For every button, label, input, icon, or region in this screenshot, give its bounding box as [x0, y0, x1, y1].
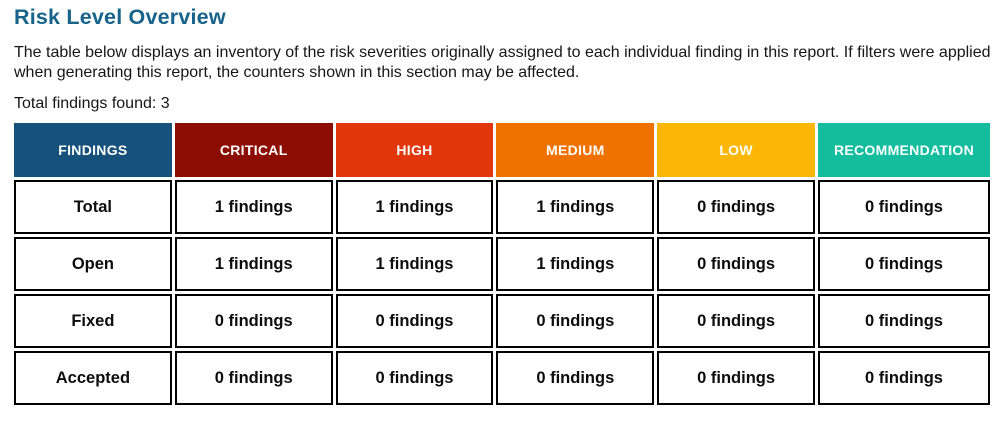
cell-total-recommendation: 0 findings	[818, 180, 990, 234]
cell-open-medium: 1 findings	[496, 237, 655, 291]
table-row-accepted: Accepted 0 findings 0 findings 0 finding…	[14, 351, 990, 405]
cell-fixed-low: 0 findings	[657, 294, 815, 348]
cell-fixed-medium: 0 findings	[496, 294, 655, 348]
row-label-total: Total	[14, 180, 172, 234]
cell-open-recommendation: 0 findings	[818, 237, 990, 291]
cell-total-medium: 1 findings	[496, 180, 655, 234]
cell-accepted-critical: 0 findings	[174, 351, 333, 405]
risk-level-overview-section: Risk Level Overview The table below disp…	[11, 5, 993, 408]
table-row-fixed: Fixed 0 findings 0 findings 0 findings 0…	[14, 294, 990, 348]
column-header-recommendation: RECOMMENDATION	[818, 123, 990, 177]
column-header-findings: FINDINGS	[14, 123, 172, 177]
cell-fixed-critical: 0 findings	[174, 294, 333, 348]
column-header-low: LOW	[657, 123, 815, 177]
total-findings-count: Total findings found: 3	[14, 95, 170, 112]
column-header-medium: MEDIUM	[496, 123, 655, 177]
cell-open-low: 0 findings	[657, 237, 815, 291]
cell-total-high: 1 findings	[335, 180, 494, 234]
row-label-accepted: Accepted	[14, 351, 172, 405]
page-title: Risk Level Overview	[14, 5, 226, 29]
column-header-high: HIGH	[335, 123, 494, 177]
table-row-total: Total 1 findings 1 findings 1 findings 0…	[14, 180, 990, 234]
risk-level-table: FINDINGS CRITICAL HIGH MEDIUM LOW RECOMM…	[11, 120, 993, 408]
cell-accepted-medium: 0 findings	[496, 351, 655, 405]
cell-accepted-low: 0 findings	[657, 351, 815, 405]
risk-table-body: Total 1 findings 1 findings 1 findings 0…	[14, 180, 990, 405]
cell-accepted-high: 0 findings	[335, 351, 494, 405]
cell-total-critical: 1 findings	[174, 180, 333, 234]
cell-open-high: 1 findings	[335, 237, 494, 291]
cell-accepted-recommendation: 0 findings	[818, 351, 990, 405]
cell-open-critical: 1 findings	[174, 237, 333, 291]
column-header-critical: CRITICAL	[174, 123, 333, 177]
row-label-open: Open	[14, 237, 172, 291]
cell-fixed-high: 0 findings	[335, 294, 494, 348]
cell-fixed-recommendation: 0 findings	[818, 294, 990, 348]
risk-table-header: FINDINGS CRITICAL HIGH MEDIUM LOW RECOMM…	[14, 123, 990, 177]
table-row-open: Open 1 findings 1 findings 1 findings 0 …	[14, 237, 990, 291]
section-description: The table below displays an inventory of…	[14, 44, 991, 81]
cell-total-low: 0 findings	[657, 180, 815, 234]
row-label-fixed: Fixed	[14, 294, 172, 348]
